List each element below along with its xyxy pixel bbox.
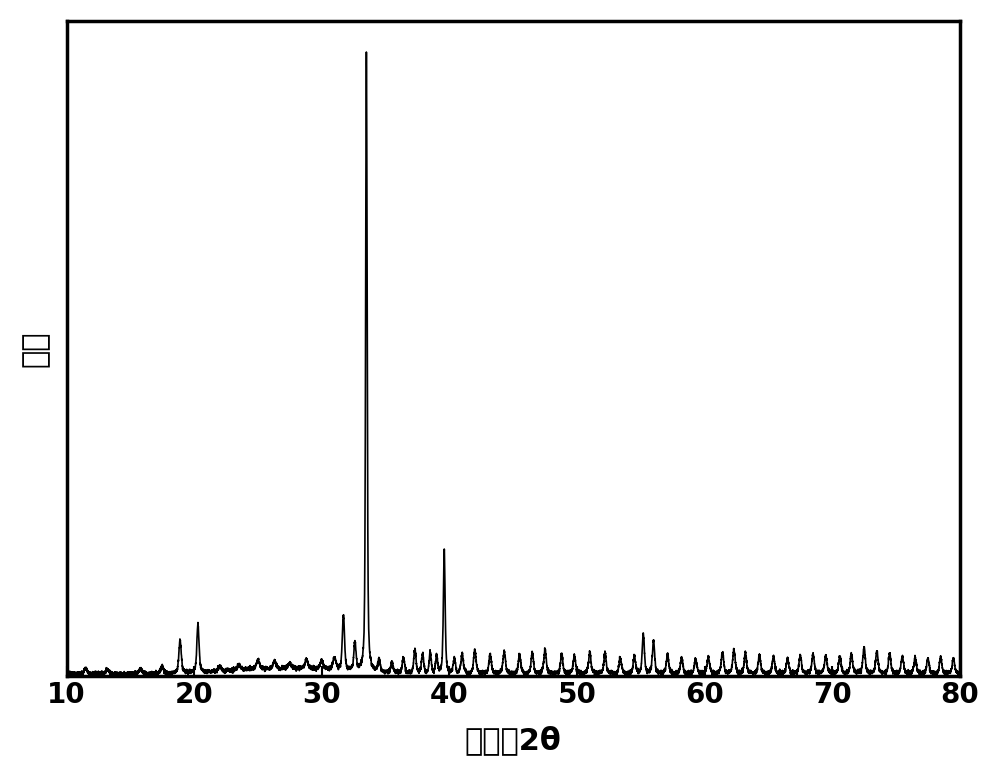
Y-axis label: 强度: 强度 — [21, 330, 50, 366]
X-axis label: 衍射角2θ: 衍射角2θ — [465, 726, 562, 755]
